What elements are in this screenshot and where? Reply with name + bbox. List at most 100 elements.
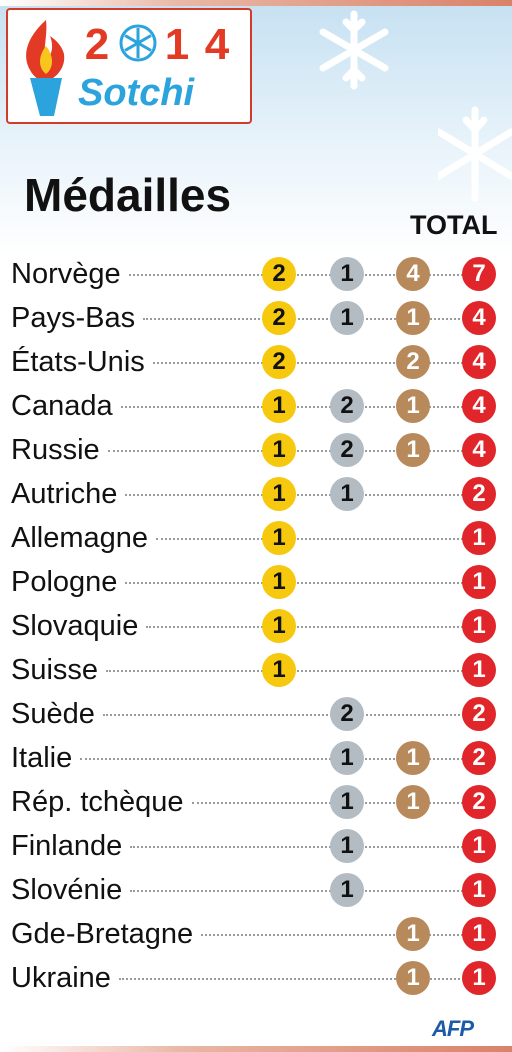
table-row: Italie 1 1 2	[0, 736, 512, 780]
country-name: Ukraine	[11, 962, 111, 994]
table-row: Norvège 2 1 4 7	[0, 252, 512, 296]
gold-medal-count: 1	[262, 433, 296, 467]
silver-medal-count: 1	[330, 829, 364, 863]
total-column-header: TOTAL	[410, 210, 498, 240]
bronze-medal-count: 1	[396, 917, 430, 951]
silver-medal-count: 1	[330, 873, 364, 907]
table-row: Gde-Bretagne 1 1	[0, 912, 512, 956]
total-medal-count: 2	[462, 477, 496, 511]
total-medal-count: 4	[462, 301, 496, 335]
country-name: Norvège	[11, 258, 121, 290]
total-medal-count: 4	[462, 389, 496, 423]
bronze-medal-count: 1	[396, 785, 430, 819]
country-name: Rép. tchèque	[11, 786, 184, 818]
leader-dots	[80, 758, 479, 760]
bronze-medal-count: 2	[396, 345, 430, 379]
leader-dots	[130, 846, 479, 848]
country-name: Finlande	[11, 830, 123, 862]
country-name: Suisse	[11, 654, 99, 686]
country-name: Slovénie	[11, 874, 123, 906]
total-medal-count: 1	[462, 653, 496, 687]
leader-dots	[102, 714, 479, 716]
total-medal-count: 1	[462, 565, 496, 599]
gold-medal-count: 2	[262, 257, 296, 291]
total-medal-count: 2	[462, 741, 496, 775]
country-name: Gde-Bretagne	[11, 918, 194, 950]
country-name: Allemagne	[11, 522, 149, 554]
silver-medal-count: 2	[330, 697, 364, 731]
silver-medal-count: 2	[330, 433, 364, 467]
gold-medal-count: 1	[262, 389, 296, 423]
afp-logo: AFP	[432, 1016, 474, 1041]
country-name: Russie	[11, 434, 100, 466]
leader-dots	[201, 934, 479, 936]
table-row: Suède 2 2	[0, 692, 512, 736]
gold-medal-count: 1	[262, 521, 296, 555]
country-name: Pologne	[11, 566, 118, 598]
total-medal-count: 2	[462, 785, 496, 819]
gold-medal-count: 2	[262, 345, 296, 379]
leader-dots	[146, 626, 479, 628]
table-row: Rép. tchèque 1 1 2	[0, 780, 512, 824]
logo-year-digit: 1	[164, 20, 192, 69]
gold-medal-count: 1	[262, 477, 296, 511]
table-row: Slovénie 1 1	[0, 868, 512, 912]
gold-medal-count: 2	[262, 301, 296, 335]
gold-medal-count: 1	[262, 653, 296, 687]
gold-medal-count: 1	[262, 609, 296, 643]
total-medal-count: 4	[462, 345, 496, 379]
silver-medal-count: 1	[330, 477, 364, 511]
snowflake-icon	[438, 106, 512, 202]
bronze-medal-count: 4	[396, 257, 430, 291]
total-medal-count: 1	[462, 521, 496, 555]
total-medal-count: 1	[462, 829, 496, 863]
country-name: Canada	[11, 390, 113, 422]
torch-icon	[26, 20, 65, 116]
logo-year-digit: 4	[204, 20, 232, 69]
leader-dots	[143, 318, 479, 320]
total-medal-count: 1	[462, 917, 496, 951]
top-accent-bar	[0, 0, 512, 6]
country-name: Italie	[11, 742, 73, 774]
leader-dots	[128, 274, 479, 276]
leader-dots	[156, 538, 479, 540]
silver-medal-count: 1	[330, 301, 364, 335]
table-row: Allemagne 1 1	[0, 516, 512, 560]
silver-medal-count: 1	[330, 785, 364, 819]
bronze-medal-count: 1	[396, 741, 430, 775]
bronze-medal-count: 1	[396, 433, 430, 467]
leader-dots	[118, 978, 479, 980]
country-name: Suède	[11, 698, 95, 730]
bronze-medal-count: 1	[396, 301, 430, 335]
table-row: Canada 1 2 1 4	[0, 384, 512, 428]
total-medal-count: 1	[462, 609, 496, 643]
bronze-medal-count: 1	[396, 961, 430, 995]
total-medal-count: 2	[462, 697, 496, 731]
total-medal-count: 1	[462, 873, 496, 907]
snowflake-digit-icon	[118, 20, 158, 70]
total-medal-count: 7	[462, 257, 496, 291]
table-row: Autriche 1 1 2	[0, 472, 512, 516]
logo-year-digit: 2	[84, 20, 112, 69]
table-row: Pologne 1 1	[0, 560, 512, 604]
leader-dots	[125, 494, 479, 496]
total-medal-count: 1	[462, 961, 496, 995]
table-row: Pays-Bas 2 1 1 4	[0, 296, 512, 340]
leader-dots	[125, 582, 479, 584]
country-name: Pays-Bas	[11, 302, 136, 334]
silver-medal-count: 2	[330, 389, 364, 423]
table-row: Ukraine 1 1	[0, 956, 512, 1000]
country-name: États-Unis	[11, 346, 145, 378]
table-row: États-Unis 2 2 4	[0, 340, 512, 384]
country-name: Autriche	[11, 478, 118, 510]
table-row: Russie 1 2 1 4	[0, 428, 512, 472]
logo-city: Sotchi	[78, 72, 195, 114]
table-row: Finlande 1 1	[0, 824, 512, 868]
total-medal-count: 4	[462, 433, 496, 467]
bottom-accent-bar	[0, 1046, 512, 1052]
bronze-medal-count: 1	[396, 389, 430, 423]
silver-medal-count: 1	[330, 257, 364, 291]
